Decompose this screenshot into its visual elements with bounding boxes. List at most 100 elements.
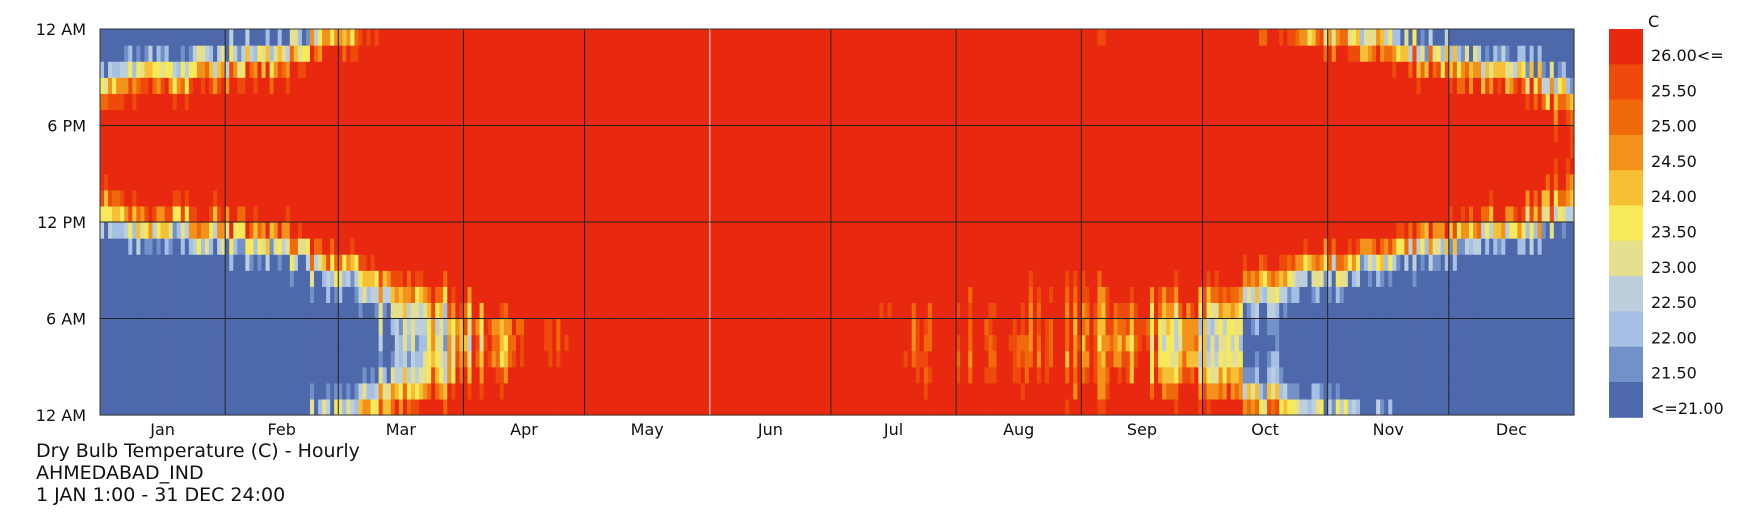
heatmap-cell xyxy=(467,270,473,287)
heatmap-cell xyxy=(427,205,432,223)
heatmap-cell xyxy=(188,77,194,94)
heatmap-cell xyxy=(338,189,343,207)
heatmap-cell xyxy=(834,157,840,175)
heatmap-cell xyxy=(144,350,150,368)
heatmap-cell xyxy=(851,141,856,159)
heatmap-cell xyxy=(475,286,481,304)
heatmap-cell xyxy=(778,318,784,336)
heatmap-cell xyxy=(923,302,929,320)
heatmap-cell xyxy=(883,173,889,191)
heatmap-cell xyxy=(834,45,840,62)
heatmap-cell xyxy=(681,45,687,62)
heatmap-cell xyxy=(168,366,174,384)
heatmap-cell xyxy=(863,45,868,62)
heatmap-cell xyxy=(221,366,226,384)
heatmap-cell xyxy=(681,93,687,111)
heatmap-cell xyxy=(386,173,392,191)
heatmap-cell xyxy=(564,93,570,111)
heatmap-cell xyxy=(580,302,586,320)
heatmap-cell xyxy=(592,398,598,416)
heatmap-cell xyxy=(374,222,380,239)
heatmap-cell xyxy=(229,77,234,94)
heatmap-cell xyxy=(766,141,771,159)
heatmap-cell xyxy=(471,157,477,175)
heatmap-cell xyxy=(867,318,872,336)
heatmap-cell xyxy=(362,398,368,416)
heatmap-cell xyxy=(168,382,174,400)
heatmap-cell xyxy=(447,318,452,336)
heatmap-cell xyxy=(370,205,376,223)
heatmap-cell xyxy=(859,173,864,191)
heatmap-cell xyxy=(758,366,763,384)
heatmap-cell xyxy=(427,270,432,287)
heatmap-cell xyxy=(580,77,586,94)
heatmap-cell xyxy=(184,125,190,143)
heatmap-cell xyxy=(499,302,505,320)
heatmap-cell xyxy=(810,302,816,320)
heatmap-cell xyxy=(899,350,905,368)
heatmap-cell xyxy=(495,318,501,336)
heatmap-cell xyxy=(136,366,141,384)
heatmap-cell xyxy=(192,173,198,191)
heatmap-cell xyxy=(673,270,679,287)
heatmap-cell xyxy=(471,286,477,304)
heatmap-cell xyxy=(406,141,412,159)
heatmap-cell xyxy=(911,238,917,255)
heatmap-cell xyxy=(455,350,461,368)
heatmap-cell xyxy=(192,93,198,111)
heatmap-cell xyxy=(289,189,295,207)
heatmap-cell xyxy=(620,270,626,287)
heatmap-cell xyxy=(588,141,594,159)
heatmap-cell xyxy=(100,173,105,191)
heatmap-cell xyxy=(754,270,759,287)
heatmap-cell xyxy=(132,141,137,159)
heatmap-cell xyxy=(717,382,723,400)
heatmap-cell xyxy=(447,125,452,143)
heatmap-cell xyxy=(366,222,372,239)
heatmap-cell xyxy=(406,222,412,239)
heatmap-cell xyxy=(487,238,493,255)
heatmap-cell xyxy=(572,45,578,62)
heatmap-cell xyxy=(277,29,283,46)
heatmap-cell xyxy=(798,286,804,304)
heatmap-cell xyxy=(685,77,691,94)
heatmap-cell xyxy=(935,382,941,400)
heatmap-cell xyxy=(734,398,739,416)
heatmap-cell xyxy=(229,270,234,287)
heatmap-cell xyxy=(778,382,784,400)
heatmap-cell xyxy=(104,334,109,352)
heatmap-cell xyxy=(346,61,351,78)
heatmap-cell xyxy=(814,173,820,191)
heatmap-cell xyxy=(305,222,311,239)
heatmap-cell xyxy=(572,125,578,143)
heatmap-cell xyxy=(746,93,751,111)
heatmap-cell xyxy=(467,350,473,368)
heatmap-cell xyxy=(386,286,392,304)
heatmap-cell xyxy=(184,350,190,368)
heatmap-cell xyxy=(782,222,788,239)
heatmap-cell xyxy=(834,334,840,352)
heatmap-cell xyxy=(249,45,255,62)
heatmap-cell xyxy=(479,302,485,320)
heatmap-cell xyxy=(120,141,125,159)
heatmap-cell xyxy=(560,125,566,143)
heatmap-cell xyxy=(237,398,242,416)
heatmap-cell xyxy=(822,302,828,320)
heatmap-cell xyxy=(794,141,800,159)
heatmap-cell xyxy=(370,350,376,368)
heatmap-cell xyxy=(200,109,206,127)
heatmap-cell xyxy=(419,254,424,271)
heatmap-cell xyxy=(536,109,541,127)
heatmap-cell xyxy=(140,302,146,320)
heatmap-cell xyxy=(229,382,234,400)
heatmap-cell xyxy=(265,109,271,127)
heatmap-cell xyxy=(116,205,121,223)
heatmap-cell xyxy=(136,238,141,255)
heatmap-cell xyxy=(649,173,654,191)
heatmap-cell xyxy=(475,93,481,111)
heatmap-cell xyxy=(693,238,699,255)
heatmap-cell xyxy=(507,270,513,287)
heatmap-cell xyxy=(822,350,828,368)
heatmap-cell xyxy=(709,141,715,159)
heatmap-cell xyxy=(843,238,848,255)
